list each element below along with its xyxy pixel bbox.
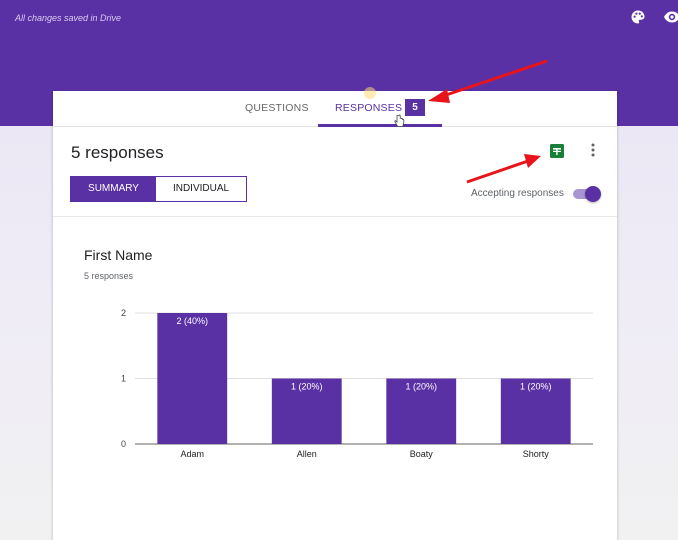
toggle-thumb — [585, 186, 601, 202]
summary-button[interactable]: SUMMARY — [71, 177, 156, 201]
active-tab-indicator — [318, 124, 442, 127]
tab-bar: QUESTIONS RESPONSES 5 — [53, 91, 617, 127]
x-tick-label: Shorty — [523, 449, 550, 459]
bar — [500, 378, 571, 444]
bar — [157, 313, 228, 444]
responses-title: 5 responses — [71, 143, 164, 162]
y-tick-label: 0 — [121, 439, 126, 449]
y-tick-label: 2 — [121, 308, 126, 318]
bar-data-label: 1 (20%) — [520, 382, 552, 392]
view-toggle: SUMMARY INDIVIDUAL — [70, 176, 247, 202]
bar-data-label: 2 (40%) — [176, 316, 208, 326]
x-tick-label: Adam — [180, 449, 204, 459]
section-divider — [53, 216, 617, 217]
palette-icon[interactable] — [630, 9, 646, 30]
tab-responses[interactable]: RESPONSES — [335, 102, 403, 114]
bar — [386, 378, 457, 444]
form-card: QUESTIONS RESPONSES 5 5 responses SUMMAR… — [53, 91, 617, 540]
hand-cursor-icon — [393, 114, 405, 133]
accepting-responses-toggle[interactable] — [571, 186, 601, 202]
save-status: All changes saved in Drive — [15, 13, 122, 23]
x-tick-label: Boaty — [410, 449, 434, 459]
tab-questions[interactable]: QUESTIONS — [245, 102, 309, 114]
response-count-badge: 5 — [405, 99, 425, 116]
bar — [271, 378, 342, 444]
individual-button[interactable]: INDIVIDUAL — [156, 177, 246, 201]
cursor-click-highlight — [364, 87, 376, 99]
bar-chart: 0 1 2 2 (40%) Adam 1 (20%) Allen 1 (20%) Boaty 1 … — [121, 308, 593, 459]
bar-data-label: 1 (20%) — [291, 382, 323, 392]
question-title: First Name — [84, 247, 153, 263]
bar-data-label: 1 (20%) — [405, 382, 437, 392]
question-response-count: 5 responses — [84, 271, 134, 281]
more-options-icon[interactable] — [590, 142, 596, 163]
eye-icon[interactable] — [663, 9, 678, 30]
x-tick-label: Allen — [297, 449, 317, 459]
accepting-responses-label: Accepting responses — [471, 188, 564, 199]
sheets-icon[interactable] — [549, 143, 565, 164]
y-tick-label: 1 — [121, 374, 126, 384]
